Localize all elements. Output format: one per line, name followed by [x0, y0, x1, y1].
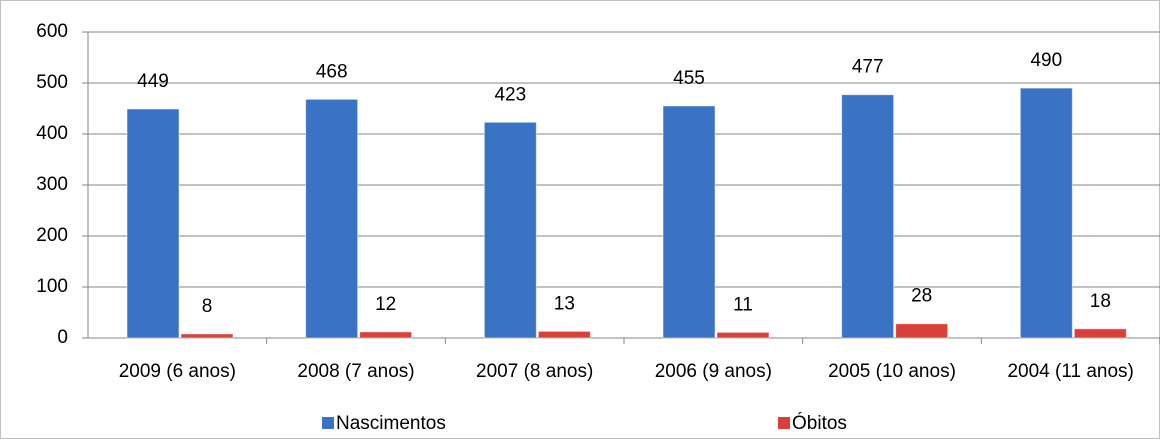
bar	[841, 94, 895, 339]
legend-label: Nascimentos	[336, 413, 446, 434]
bar	[662, 105, 716, 339]
x-tick-label: 2008 (7 anos)	[297, 361, 414, 382]
data-label: 11	[733, 294, 753, 315]
bar	[126, 108, 180, 339]
data-label: 18	[1090, 291, 1111, 312]
y-tick-label: 400	[36, 123, 68, 144]
y-tick-label: 500	[36, 72, 68, 93]
y-tick-label: 200	[36, 225, 68, 246]
y-tick-label: 300	[36, 174, 68, 195]
data-label: 423	[494, 84, 526, 105]
data-label: 490	[1030, 50, 1062, 71]
legend-label: Óbitos	[792, 412, 847, 434]
bar	[1019, 87, 1073, 339]
data-label: 468	[316, 61, 348, 82]
x-tick-label: 2007 (8 anos)	[476, 361, 593, 382]
bar	[483, 121, 537, 339]
bar	[1073, 328, 1127, 339]
data-label: 13	[554, 293, 575, 314]
data-label: 449	[137, 71, 169, 92]
bar	[180, 333, 234, 339]
bar	[359, 331, 413, 339]
bar	[537, 330, 591, 339]
legend-swatch	[322, 417, 334, 429]
bar	[895, 323, 949, 339]
x-tick-label: 2004 (11 anos)	[1007, 361, 1133, 382]
x-tick-label: 2006 (9 anos)	[655, 361, 772, 382]
y-tick-label: 0	[57, 327, 68, 348]
x-tick-label: 2005 (10 anos)	[828, 361, 956, 382]
legend-swatch	[778, 417, 790, 429]
bar	[716, 331, 770, 339]
data-label: 8	[202, 296, 213, 317]
y-tick-label: 100	[36, 276, 68, 297]
data-label: 28	[911, 286, 932, 307]
y-tick-label: 600	[36, 21, 68, 42]
data-label: 12	[375, 294, 396, 315]
data-label: 455	[673, 68, 705, 89]
x-tick-label: 2009 (6 anos)	[119, 361, 236, 382]
data-label: 477	[852, 57, 884, 78]
bar	[305, 98, 359, 339]
